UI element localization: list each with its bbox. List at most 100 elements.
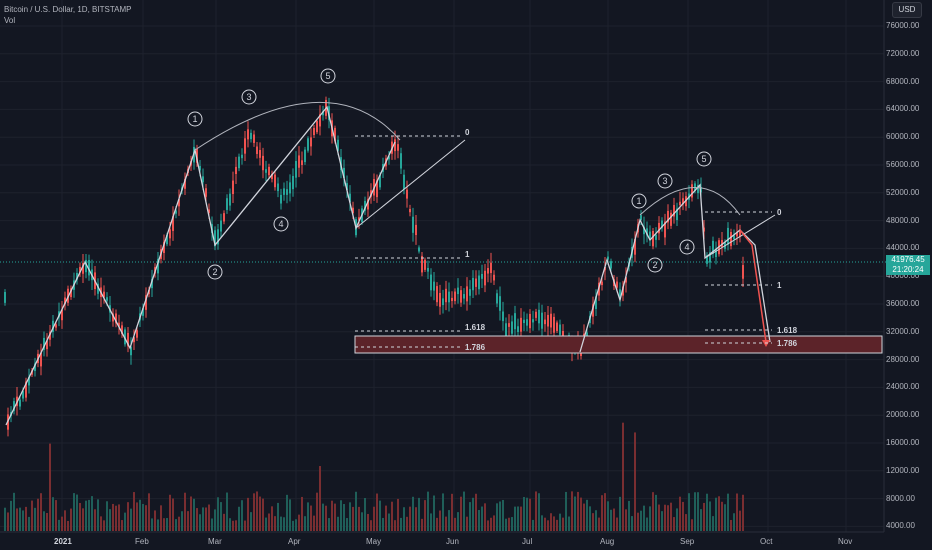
volume-bar — [421, 518, 423, 531]
candle-body — [535, 311, 537, 318]
volume-bar — [331, 500, 333, 531]
volume-bar — [22, 510, 24, 531]
volume-bar — [604, 493, 606, 531]
volume-bar — [643, 505, 645, 531]
candle-body — [319, 114, 321, 127]
currency-button[interactable]: USD — [892, 2, 922, 18]
volume-bar — [577, 491, 579, 531]
candle-body — [130, 346, 132, 356]
candle-body — [463, 294, 465, 299]
time-axis-tick: May — [366, 537, 382, 546]
candle-body — [298, 155, 300, 168]
volume-bar — [559, 513, 561, 531]
volume-bar — [163, 518, 165, 531]
volume-bar — [589, 506, 591, 531]
time-axis-tick: Aug — [600, 537, 615, 546]
candle-body — [169, 229, 171, 239]
candle-body — [730, 231, 732, 247]
candle-body — [472, 277, 474, 291]
volume-bar — [82, 508, 84, 531]
candle-body — [517, 326, 519, 332]
volume-bar — [361, 512, 363, 531]
candle-body — [424, 259, 426, 270]
candle-body — [388, 156, 390, 160]
volume-bar — [703, 502, 705, 531]
volume-bar — [403, 507, 405, 531]
volume-bar — [43, 511, 45, 531]
wave-right-5-label: 5 — [701, 154, 706, 164]
price-axis-tick: 20000.00 — [886, 410, 920, 420]
arc-right[interactable] — [639, 187, 741, 216]
symbol-title[interactable]: Bitcoin / U.S. Dollar, 1D, BITSTAMP — [4, 5, 132, 14]
volume-bar — [289, 499, 291, 531]
triangle-line-left[interactable] — [355, 139, 466, 229]
fib-left-1786-label: 1.786 — [465, 343, 486, 352]
volume-indicator-label[interactable]: Vol — [4, 16, 16, 25]
volume-bar — [307, 502, 309, 531]
volume-bar — [91, 496, 93, 531]
volume-bar — [247, 497, 249, 531]
candle-body — [322, 111, 324, 116]
time-axis-tick: Oct — [760, 537, 773, 546]
candle-body — [550, 313, 552, 328]
candle-body — [85, 259, 87, 273]
volume-bar — [505, 518, 507, 531]
volume-bar — [334, 503, 336, 531]
volume-bar — [208, 504, 210, 531]
candle-body — [643, 226, 645, 235]
support-zone[interactable] — [354, 335, 883, 354]
candle-body — [127, 332, 129, 347]
candle-body — [13, 401, 15, 411]
candle-body — [163, 241, 165, 253]
wave-path-right[interactable] — [579, 183, 771, 353]
wave-right-2-marker — [647, 257, 663, 273]
candle-body — [439, 292, 441, 307]
volume-bar — [637, 512, 639, 531]
triangle-line-right[interactable] — [704, 214, 776, 259]
candle-body — [367, 198, 369, 210]
candle-body — [79, 266, 81, 273]
volume-bar — [646, 517, 648, 531]
candle-body — [481, 273, 483, 279]
time-axis-tick: Nov — [838, 537, 853, 546]
candle-body — [310, 137, 312, 147]
candle-body — [415, 224, 417, 236]
candle-body — [343, 167, 345, 178]
volume-bar — [409, 506, 411, 531]
arc-left[interactable] — [194, 102, 401, 151]
volume-bar — [145, 505, 147, 531]
time-axis-tick: 2021 — [54, 537, 72, 546]
volume-bar — [442, 493, 444, 531]
candle-body — [538, 309, 540, 324]
volume-bar — [517, 506, 519, 531]
candle-body — [61, 309, 63, 321]
volume-bar — [379, 500, 381, 531]
candle-body — [469, 289, 471, 296]
candle-body — [394, 139, 396, 152]
volume-bar — [652, 492, 654, 531]
candle-body — [103, 291, 105, 298]
fib-left-0-label: 0 — [465, 128, 470, 137]
wave-path-left[interactable] — [5, 105, 396, 426]
volume-bar — [598, 517, 600, 531]
candle-body — [214, 230, 216, 247]
volume-bar — [640, 510, 642, 531]
volume-bar — [340, 500, 342, 531]
candle-body — [286, 189, 288, 195]
candle-body — [496, 293, 498, 304]
candle-body — [529, 313, 531, 329]
volume-bar — [4, 507, 6, 531]
volume-bar — [352, 506, 354, 531]
projection-path[interactable] — [739, 229, 767, 343]
price-axis-tick: 76000.00 — [886, 21, 920, 30]
volume-bar — [67, 520, 69, 531]
candle-body — [268, 166, 270, 176]
candle-body — [316, 120, 318, 133]
volume-bar — [346, 518, 348, 531]
candle-body — [442, 298, 444, 306]
volume-bar — [226, 492, 228, 531]
volume-bar — [76, 494, 78, 531]
volume-bar — [394, 520, 396, 531]
volume-bar — [460, 496, 462, 531]
